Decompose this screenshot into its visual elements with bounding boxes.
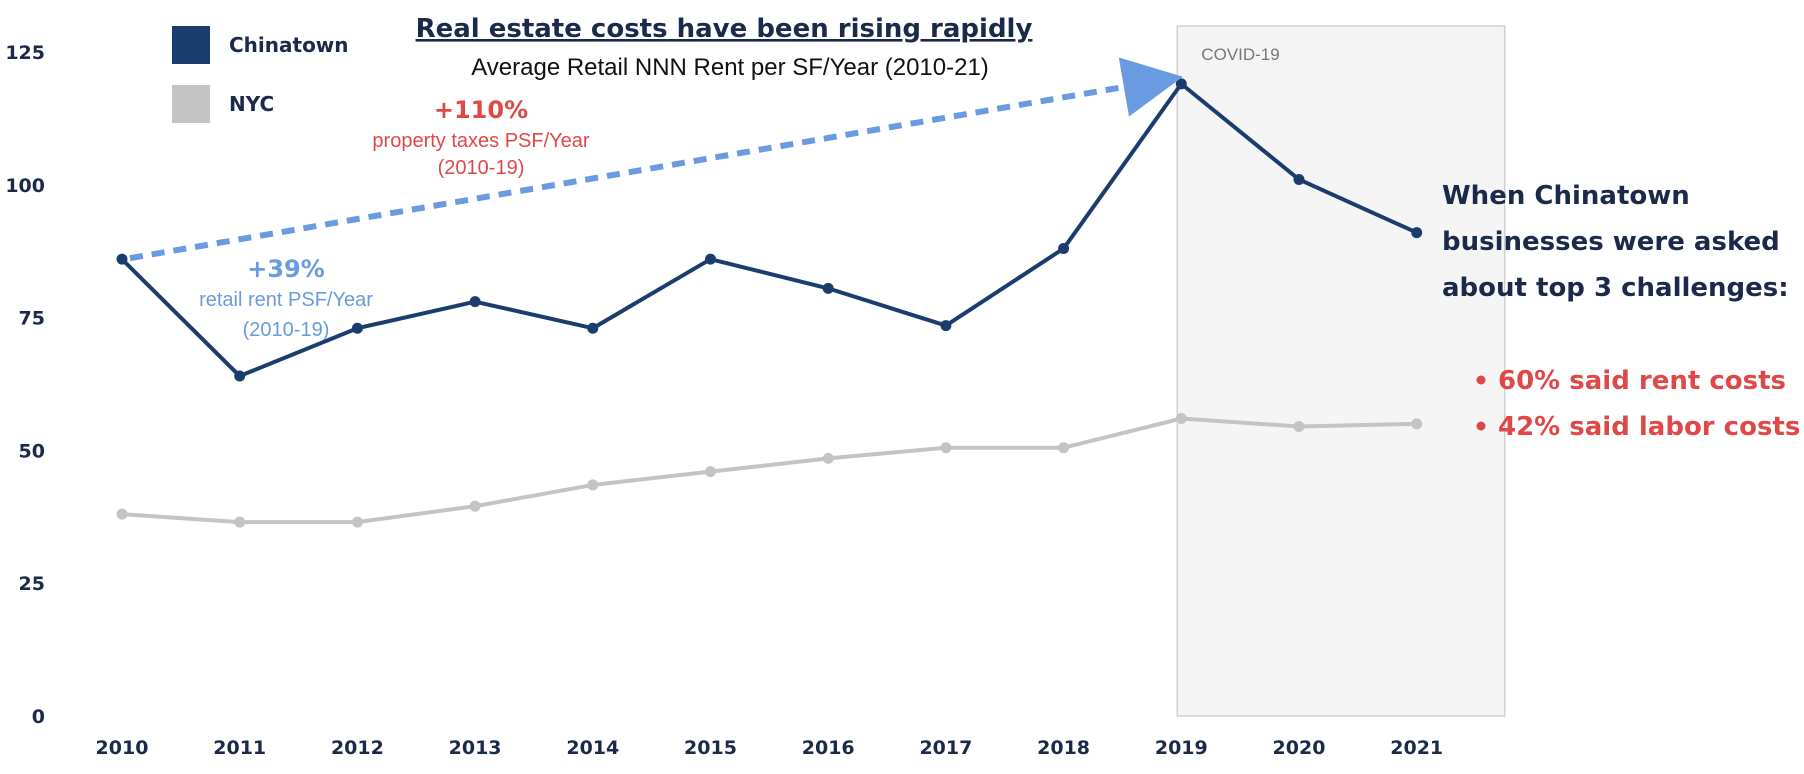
x-tick-label: 2018: [1037, 737, 1090, 759]
rent-period: (2010-19): [243, 319, 330, 341]
data-point-nyc: [940, 442, 952, 454]
data-point-chinatown: [351, 322, 363, 334]
data-point-nyc: [351, 516, 363, 528]
data-point-chinatown: [822, 282, 834, 294]
data-point-nyc: [116, 508, 128, 520]
y-tick-label: 25: [19, 573, 45, 595]
data-point-nyc: [705, 466, 716, 478]
x-tick-label: 2020: [1273, 737, 1326, 759]
covid-label: COVID-19: [1201, 45, 1279, 64]
x-tick-label: 2012: [331, 737, 384, 759]
y-tick-label: 100: [5, 175, 45, 197]
chart-subtitle: Average Retail NNN Rent per SF/Year (201…: [471, 54, 989, 81]
rent-percent: +39%: [247, 255, 325, 283]
x-tick-label: 2011: [213, 737, 266, 759]
taxes-percent: +110%: [434, 96, 528, 124]
y-tick-label: 50: [19, 440, 45, 462]
series-layer: [116, 78, 1423, 528]
data-point-nyc: [1058, 442, 1070, 454]
legend-swatch-chinatown: [172, 26, 210, 64]
x-tick-label: 2013: [449, 737, 502, 759]
data-point-nyc: [1293, 420, 1305, 432]
y-tick-label: 125: [5, 42, 45, 64]
legend-label-nyc: NYC: [229, 92, 274, 116]
x-tick-label: 2019: [1155, 737, 1208, 759]
x-tick-label: 2021: [1390, 737, 1443, 759]
legend: Chinatown NYC: [172, 26, 349, 123]
data-point-chinatown: [234, 370, 246, 382]
series-line-chinatown: [120, 81, 1418, 379]
bullet-dot-2: [1476, 421, 1486, 431]
x-axis-ticks: 2010 2011 2012 2013 2014 2015 2016 2017 2018 2019…: [96, 737, 1444, 759]
side-note-line-1: When Chinatown: [1442, 181, 1690, 211]
x-tick-label: 2015: [684, 737, 737, 759]
taxes-period: (2010-19): [438, 157, 525, 179]
data-point-nyc: [1411, 418, 1423, 430]
legend-label-chinatown: Chinatown: [229, 33, 349, 57]
side-bullet-1: 60% said rent costs: [1498, 366, 1786, 396]
x-tick-label: 2010: [96, 737, 149, 759]
side-note: When Chinatown businesses were asked abo…: [1442, 181, 1800, 442]
covid-shaded-region: [1176, 25, 1506, 717]
bullet-dot-1: [1476, 375, 1486, 385]
data-point-chinatown: [1058, 243, 1070, 255]
side-note-line-3: about top 3 challenges:: [1442, 273, 1789, 303]
data-point-nyc: [1175, 413, 1187, 425]
data-point-nyc: [469, 500, 481, 512]
side-bullet-2: 42% said labor costs: [1498, 412, 1800, 442]
data-point-chinatown: [1293, 173, 1305, 185]
data-point-chinatown: [1411, 227, 1423, 239]
side-note-line-2: businesses were asked: [1442, 227, 1780, 257]
data-point-chinatown: [116, 253, 128, 265]
data-point-chinatown: [940, 320, 952, 332]
data-point-nyc: [234, 516, 246, 528]
x-tick-label: 2017: [919, 737, 972, 759]
y-tick-label: 75: [19, 308, 45, 330]
chart-title: Real estate costs have been rising rapid…: [416, 14, 1033, 44]
trend-arrow: [129, 57, 1183, 262]
y-axis-ticks: 0 25 50 75 100 125: [5, 42, 45, 728]
data-point-nyc: [822, 452, 834, 464]
rent-label: retail rent PSF/Year: [199, 289, 373, 311]
y-tick-label: 0: [32, 706, 45, 728]
data-point-chinatown: [587, 322, 599, 334]
x-tick-label: 2014: [566, 737, 619, 759]
data-point-chinatown: [469, 296, 481, 308]
data-point-chinatown: [1175, 78, 1187, 90]
legend-swatch-nyc: [172, 85, 210, 123]
data-point-nyc: [587, 479, 599, 491]
data-point-chinatown: [705, 253, 716, 265]
series-line-nyc: [121, 416, 1417, 525]
x-tick-label: 2016: [802, 737, 855, 759]
taxes-label: property taxes PSF/Year: [372, 130, 589, 152]
